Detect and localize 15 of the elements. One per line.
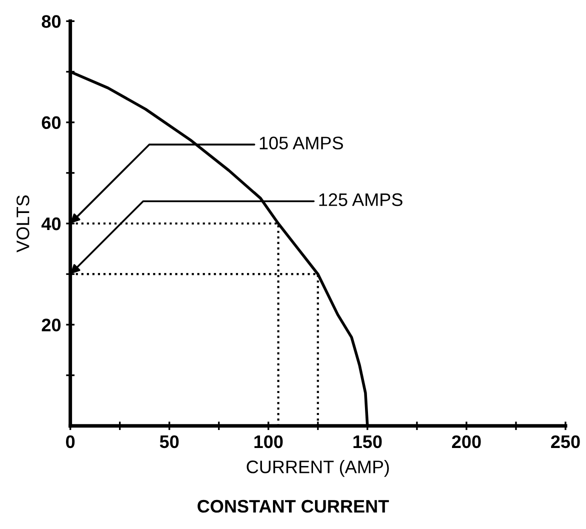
x-tick-label: 0 bbox=[66, 435, 75, 448]
x-tick-label: 100 bbox=[254, 435, 283, 448]
y-tick-label: 60 bbox=[42, 116, 61, 130]
y-tick-label: 80 bbox=[42, 15, 61, 28]
y-tick-label: 20 bbox=[42, 318, 61, 332]
x-tick-label: 200 bbox=[452, 435, 481, 448]
y-tick-label: 40 bbox=[41, 217, 61, 230]
text: CONSTANT CURRENT bbox=[198, 500, 389, 513]
x-axis-title: CURRENT (AMP) bbox=[246, 460, 389, 477]
annotation: 105 AMPS bbox=[260, 136, 343, 150]
y-axis-title: VOLTS bbox=[16, 195, 30, 252]
annotation: 125 AMPS bbox=[319, 193, 402, 206]
x-tick-label: 150 bbox=[354, 435, 382, 448]
x-tick-label: 50 bbox=[160, 435, 179, 448]
x-tick-label: 250 bbox=[551, 435, 580, 448]
